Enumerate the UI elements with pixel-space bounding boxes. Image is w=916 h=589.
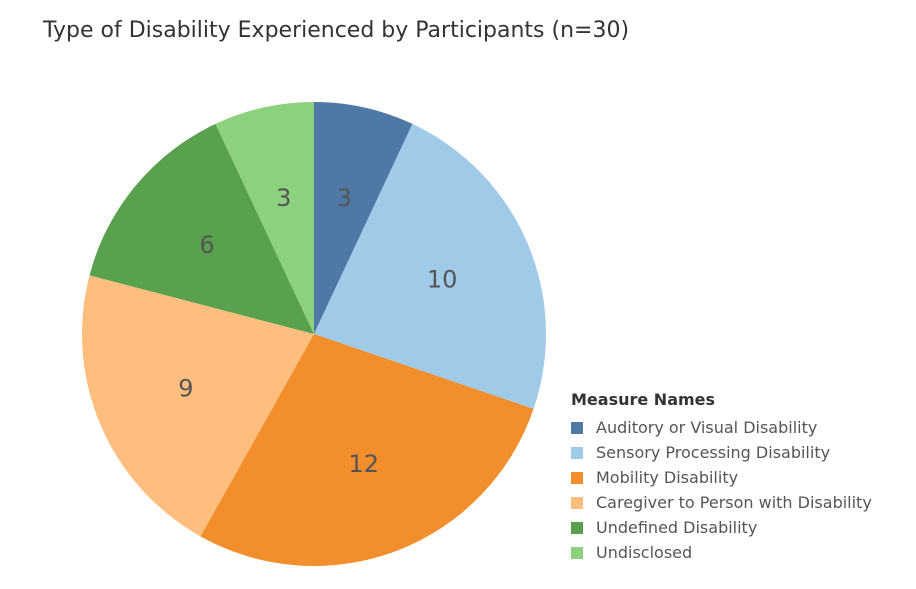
legend-item-auditory-or-visual-disability[interactable]: Auditory or Visual Disability	[571, 415, 872, 440]
pie-slice-caregiver-to-person-with-disability[interactable]	[82, 275, 314, 537]
legend-item-sensory-processing-disability[interactable]: Sensory Processing Disability	[571, 440, 872, 465]
legend-swatch	[571, 546, 583, 559]
legend: Measure Names Auditory or Visual Disabil…	[571, 390, 872, 565]
slice-value-label: 6	[199, 231, 214, 259]
legend-title: Measure Names	[571, 390, 716, 409]
legend-swatch	[571, 521, 583, 534]
pie-slice-undefined-disability[interactable]	[89, 123, 314, 335]
legend-label: Sensory Processing Disability	[596, 443, 831, 462]
pie-slice-auditory-or-visual-disability[interactable]	[314, 102, 413, 334]
slice-value-label: 12	[348, 450, 379, 478]
legend-label: Undefined Disability	[596, 518, 758, 537]
legend-item-undisclosed[interactable]: Undisclosed	[571, 540, 872, 565]
legend-item-caregiver-to-person-with-disability[interactable]: Caregiver to Person with Disability	[571, 490, 872, 515]
pie-slice-sensory-processing-disability[interactable]	[314, 123, 546, 409]
chart-title: Type of Disability Experienced by Partic…	[43, 18, 630, 43]
legend-label: Undisclosed	[596, 543, 693, 562]
slice-value-label: 10	[427, 266, 458, 294]
pie-slice-undisclosed[interactable]	[215, 102, 314, 334]
legend-swatch	[571, 496, 583, 509]
slice-value-label: 3	[337, 184, 352, 212]
slice-value-label: 9	[178, 374, 193, 402]
legend-label: Mobility Disability	[596, 468, 739, 487]
legend-item-undefined-disability[interactable]: Undefined Disability	[571, 515, 872, 540]
legend-item-mobility-disability[interactable]: Mobility Disability	[571, 465, 872, 490]
legend-swatch	[571, 421, 583, 434]
legend-label: Auditory or Visual Disability	[596, 418, 818, 437]
legend-label: Caregiver to Person with Disability	[596, 493, 872, 512]
pie-slice-mobility-disability[interactable]	[200, 334, 534, 566]
slice-value-label: 3	[276, 184, 291, 212]
legend-swatch	[571, 446, 583, 459]
legend-swatch	[571, 471, 583, 484]
